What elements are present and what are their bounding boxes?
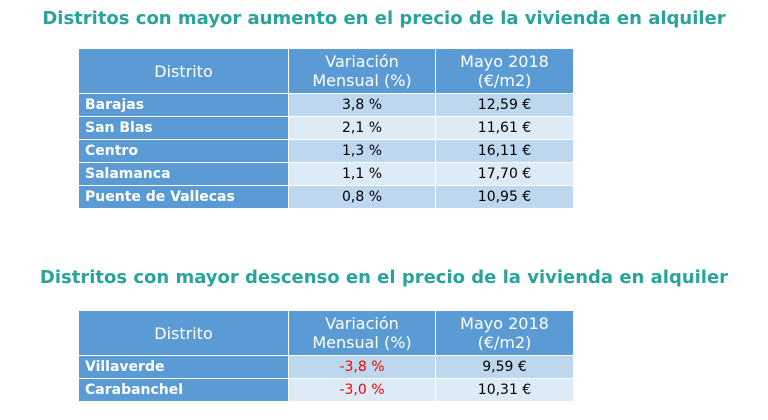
header-district: Distrito	[79, 49, 289, 93]
header-variation-line1: Variación	[325, 314, 399, 333]
price-value: 9,59 €	[436, 355, 573, 378]
header-district: Distrito	[79, 311, 289, 355]
price-value: 10,95 €	[436, 185, 573, 208]
district-name: San Blas	[79, 116, 289, 139]
variation-value: 1,3 %	[289, 139, 436, 162]
district-name: Villaverde	[79, 355, 289, 378]
header-price-line1: Mayo 2018	[460, 52, 549, 71]
variation-value: 1,1 %	[289, 162, 436, 185]
increase-table-title: Distritos con mayor aumento en el precio…	[42, 8, 726, 29]
variation-value: 3,8 %	[289, 93, 436, 116]
variation-value: -3,8 %	[289, 355, 436, 378]
district-name: Centro	[79, 139, 289, 162]
header-variation: Variación Mensual (%)	[289, 49, 436, 93]
price-value: 10,31 €	[436, 378, 573, 401]
increase-table: Distrito Variación Mensual (%) Mayo 2018…	[79, 49, 573, 208]
district-name: Salamanca	[79, 162, 289, 185]
table-header-row: Distrito Variación Mensual (%) Mayo 2018…	[79, 49, 573, 93]
table-row: Puente de Vallecas 0,8 % 10,95 €	[79, 185, 573, 208]
header-variation: Variación Mensual (%)	[289, 311, 436, 355]
decrease-table: Distrito Variación Mensual (%) Mayo 2018…	[79, 311, 573, 401]
price-value: 11,61 €	[436, 116, 573, 139]
header-price-line1: Mayo 2018	[460, 314, 549, 333]
variation-value: 2,1 %	[289, 116, 436, 139]
header-variation-line2: Mensual (%)	[312, 71, 412, 90]
price-value: 17,70 €	[436, 162, 573, 185]
district-name: Barajas	[79, 93, 289, 116]
table-row: Salamanca 1,1 % 17,70 €	[79, 162, 573, 185]
district-name: Carabanchel	[79, 378, 289, 401]
header-price-line2: (€/m2)	[477, 333, 532, 352]
table-row: Carabanchel -3,0 % 10,31 €	[79, 378, 573, 401]
decrease-table-title: Distritos con mayor descenso en el preci…	[39, 267, 729, 288]
table-row: Barajas 3,8 % 12,59 €	[79, 93, 573, 116]
header-price-line2: (€/m2)	[477, 71, 532, 90]
table-row: San Blas 2,1 % 11,61 €	[79, 116, 573, 139]
header-variation-line1: Variación	[325, 52, 399, 71]
table-row: Villaverde -3,8 % 9,59 €	[79, 355, 573, 378]
price-value: 12,59 €	[436, 93, 573, 116]
variation-value: 0,8 %	[289, 185, 436, 208]
header-price: Mayo 2018 (€/m2)	[436, 49, 573, 93]
header-price: Mayo 2018 (€/m2)	[436, 311, 573, 355]
district-name: Puente de Vallecas	[79, 185, 289, 208]
price-value: 16,11 €	[436, 139, 573, 162]
table-header-row: Distrito Variación Mensual (%) Mayo 2018…	[79, 311, 573, 355]
variation-value: -3,0 %	[289, 378, 436, 401]
header-variation-line2: Mensual (%)	[312, 333, 412, 352]
table-row: Centro 1,3 % 16,11 €	[79, 139, 573, 162]
